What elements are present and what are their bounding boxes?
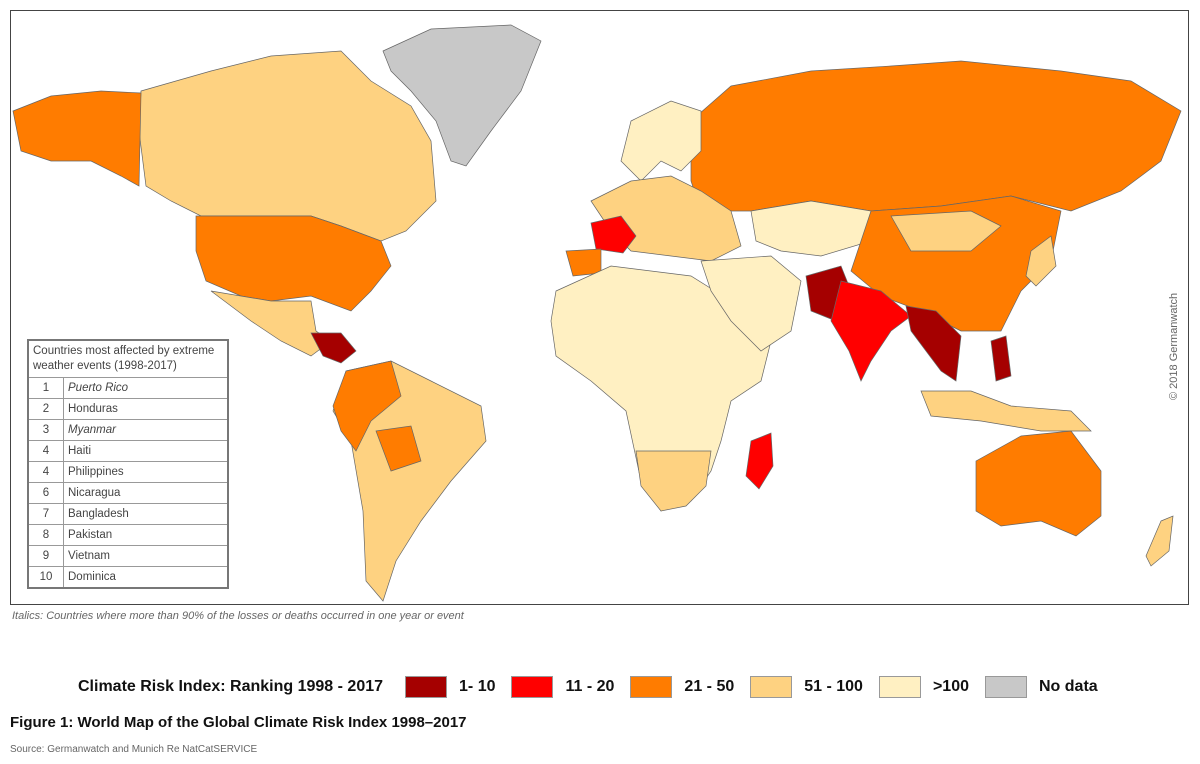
country-region-central-america <box>310 332 357 364</box>
legend-swatch <box>405 676 448 698</box>
country-cell: Philippines <box>63 461 229 483</box>
country-region-central-asia <box>750 200 872 257</box>
country-cell: Bangladesh <box>63 503 229 525</box>
table-row: 2 Honduras <box>27 398 229 420</box>
table-row: 4 Haiti <box>27 440 229 462</box>
copyright: © 2018 Germanwatch <box>1168 292 1180 400</box>
country-cell: Dominica <box>63 566 229 589</box>
legend-title: Climate Risk Index: Ranking 1998 - 2017 <box>78 678 384 695</box>
table-row: 6 Nicaragua <box>27 482 229 504</box>
legend-label: 1- 10 <box>459 678 496 695</box>
country-region-india <box>830 280 912 382</box>
rank-cell: 2 <box>27 398 64 420</box>
country-region-iberia <box>565 248 602 277</box>
legend-label: >100 <box>932 678 969 695</box>
country-region-russia <box>690 60 1182 212</box>
country-region-madagascar <box>745 432 774 490</box>
rank-cell: 9 <box>27 545 64 567</box>
figure-caption: Figure 1: World Map of the Global Climat… <box>10 714 467 731</box>
table-row: 10 Dominica <box>27 566 229 589</box>
table-row: 7 Bangladesh <box>27 503 229 525</box>
ranking-table: Countries most affected by extreme weath… <box>27 339 229 589</box>
legend-item: 1- 10 <box>405 676 495 698</box>
country-region-france <box>590 215 637 254</box>
rank-cell: 3 <box>27 419 64 441</box>
country-region-alaska <box>12 90 142 187</box>
country-cell: Nicaragua <box>63 482 229 504</box>
country-region-canada <box>138 50 437 242</box>
country-region-philippines <box>990 335 1012 382</box>
legend-swatch <box>878 676 921 698</box>
table-row: 8 Pakistan <box>27 524 229 546</box>
legend-swatch <box>750 676 793 698</box>
rank-cell: 1 <box>27 377 64 399</box>
rank-cell: 10 <box>27 566 64 589</box>
legend-item: 21 - 50 <box>630 676 734 698</box>
country-cell: Puerto Rico <box>63 377 229 399</box>
country-region-japan <box>1025 235 1057 287</box>
country-region-new-zealand <box>1145 515 1174 567</box>
map-svg <box>12 24 1182 602</box>
country-region-bolivia <box>375 425 422 472</box>
country-region-middle-east <box>700 255 802 352</box>
legend-item: No data <box>985 676 1098 698</box>
table-row: 3 Myanmar <box>27 419 229 441</box>
country-region-southern-africa <box>635 450 712 512</box>
rank-cell: 6 <box>27 482 64 504</box>
country-cell: Honduras <box>63 398 229 420</box>
country-region-greenland <box>382 24 542 167</box>
country-region-mexico <box>210 290 332 357</box>
legend-swatch <box>630 676 673 698</box>
table-row: 4 Philippines <box>27 461 229 483</box>
rank-cell: 7 <box>27 503 64 525</box>
legend-label: 21 - 50 <box>684 678 735 695</box>
legend-label: 51 - 100 <box>804 678 863 695</box>
country-region-myanmar-vietnam <box>905 305 962 382</box>
table-row: 1 Puerto Rico <box>27 377 229 399</box>
country-region-usa <box>195 215 392 312</box>
country-region-indonesia <box>920 390 1092 432</box>
legend-swatch <box>985 676 1027 698</box>
country-cell: Pakistan <box>63 524 229 546</box>
legend-item: 11 - 20 <box>511 676 614 698</box>
country-cell: Vietnam <box>63 545 229 567</box>
legend-label: No data <box>1039 678 1098 695</box>
source-note: Source: Germanwatch and Munich Re NatCat… <box>10 744 258 755</box>
country-cell: Haiti <box>63 440 229 462</box>
table-title: Countries most affected by extreme weath… <box>27 339 229 378</box>
legend-item: >100 <box>878 676 969 698</box>
country-region-colombia-peru <box>332 360 402 452</box>
legend-item: 51 - 100 <box>750 676 863 698</box>
world-map: Countries most affected by extreme weath… <box>10 10 1189 605</box>
country-region-scandinavia <box>620 100 702 182</box>
country-region-mongolia <box>890 210 1002 252</box>
table-row: 9 Vietnam <box>27 545 229 567</box>
country-cell: Myanmar <box>63 419 229 441</box>
italics-note: Italics: Countries where more than 90% o… <box>12 610 464 622</box>
rank-cell: 4 <box>27 440 64 462</box>
rank-cell: 4 <box>27 461 64 483</box>
legend-label: 11 - 20 <box>565 678 615 695</box>
legend: Climate Risk Index: Ranking 1998 - 2017 … <box>78 676 1114 698</box>
country-region-australia <box>975 430 1102 537</box>
rank-cell: 8 <box>27 524 64 546</box>
legend-swatch <box>511 676 554 698</box>
